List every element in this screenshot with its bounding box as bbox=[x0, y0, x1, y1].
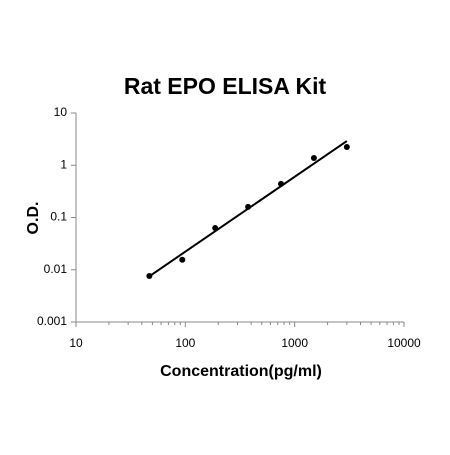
point bbox=[179, 256, 186, 263]
y-tick-label: 0.001 bbox=[37, 314, 67, 328]
chart-title: Rat EPO ELISA Kit bbox=[124, 73, 327, 99]
x-axis-title: Concentration(pg/ml) bbox=[160, 363, 322, 380]
point bbox=[278, 180, 285, 187]
y-axis-title: O.D. bbox=[25, 202, 42, 235]
point bbox=[245, 203, 252, 210]
x-tick-label: 100 bbox=[175, 336, 195, 350]
point bbox=[146, 272, 153, 279]
x-tick-label: 10000 bbox=[387, 336, 421, 350]
point bbox=[310, 154, 317, 161]
y-tick-label: 10 bbox=[54, 105, 68, 119]
y-tick-label: 1 bbox=[60, 157, 67, 171]
y-tick-label: 0.1 bbox=[50, 210, 67, 224]
y-tick-label: 0.01 bbox=[44, 262, 68, 276]
x-tick-label: 1000 bbox=[281, 336, 308, 350]
point bbox=[343, 143, 350, 150]
x-tick-label: 10 bbox=[69, 336, 83, 350]
point bbox=[212, 224, 219, 231]
